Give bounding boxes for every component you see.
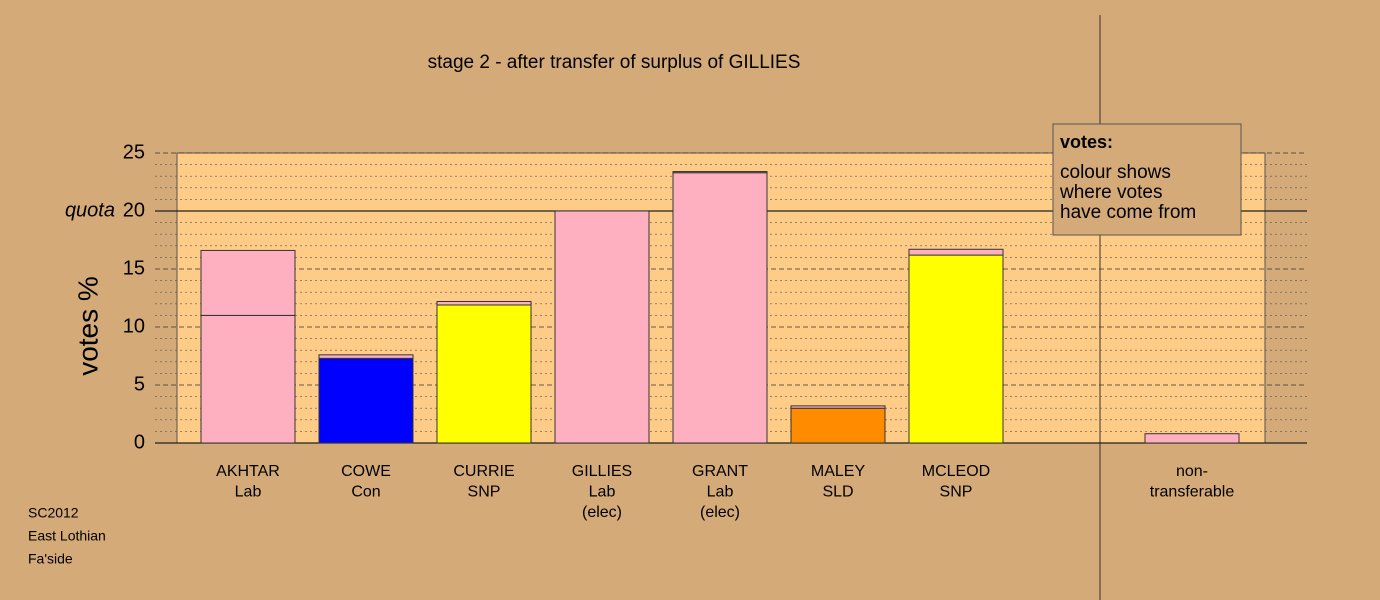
bar-segment: [790, 407, 886, 444]
x-tick-label: (elec): [700, 504, 740, 521]
note-title: votes:: [1060, 132, 1113, 152]
y-tick-label: 25: [123, 141, 145, 163]
note-line: colour shows: [1060, 162, 1171, 183]
footer-line: Fa'side: [28, 551, 73, 567]
x-tick-label: transferable: [1150, 484, 1235, 501]
chart-title: stage 2 - after transfer of surplus of G…: [428, 52, 801, 73]
plot: 0 5 10 15 20 25 quota AKHTAR Lab COWE Con CURRIE SNP…: [65, 141, 1307, 521]
y-tick-label: 0: [134, 431, 145, 453]
bar-segment: [200, 314, 296, 444]
x-tick-label: GILLIES: [572, 463, 632, 480]
x-tick-label: AKHTAR: [216, 463, 280, 480]
note-line: where votes: [1059, 182, 1162, 203]
x-tick-label: Lab: [589, 484, 616, 501]
x-tick-label: GRANT: [692, 463, 748, 480]
bar-segment: [318, 357, 414, 444]
x-tick-label: MALEY: [811, 463, 866, 480]
note-line: have come from: [1060, 202, 1196, 223]
bar-segment: [790, 405, 886, 409]
note-box: [1052, 123, 1242, 236]
quota-label: quota: [65, 199, 115, 221]
bar-segment: [436, 300, 532, 306]
y-tick-label: 20: [123, 199, 145, 221]
bar-segment: [908, 248, 1004, 256]
x-tick-label: SLD: [822, 484, 853, 501]
y-tick-label: 5: [134, 373, 145, 395]
bar-segment: [1144, 433, 1240, 444]
x-tick-label: (elec): [582, 504, 622, 521]
footer-line: SC2012: [28, 505, 79, 521]
bar-segment: [200, 249, 296, 316]
bar-segment: [436, 304, 532, 444]
y-axis-label: votes %: [72, 276, 103, 376]
bar-segment: [554, 210, 650, 444]
bar-segment: [672, 172, 768, 444]
y-tick-label: 15: [123, 257, 145, 279]
x-tick-label: Con: [351, 484, 380, 501]
bar-segment: [318, 354, 414, 359]
x-tick-label: COWE: [341, 463, 391, 480]
footer-line: East Lothian: [28, 528, 106, 544]
x-tick-label: CURRIE: [453, 463, 514, 480]
x-tick-label: SNP: [468, 484, 501, 501]
bar-segment: [908, 254, 1004, 444]
x-tick-label: Lab: [707, 484, 734, 501]
x-tick-label: MCLEOD: [922, 463, 990, 480]
y-tick-label: 10: [123, 315, 145, 337]
bar-segment: [672, 171, 768, 174]
x-tick-label: SNP: [940, 484, 973, 501]
x-tick-label: non-: [1176, 463, 1208, 480]
x-tick-label: Lab: [235, 484, 262, 501]
